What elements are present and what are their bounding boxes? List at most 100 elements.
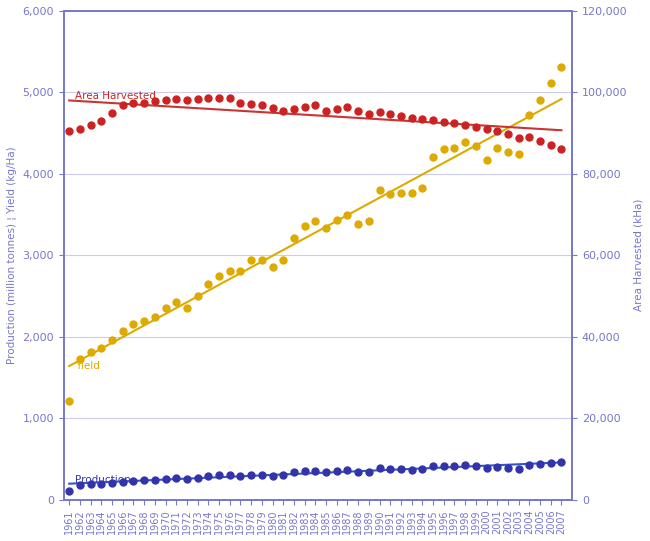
Point bbox=[300, 221, 310, 230]
Point bbox=[396, 111, 406, 120]
Point bbox=[363, 467, 374, 476]
Point bbox=[535, 96, 545, 105]
Point bbox=[310, 466, 320, 475]
Point bbox=[545, 141, 556, 150]
Point bbox=[192, 95, 203, 104]
Point bbox=[439, 145, 449, 154]
Point bbox=[545, 458, 556, 467]
Point bbox=[107, 108, 117, 117]
Text: Yield: Yield bbox=[75, 361, 99, 371]
Point bbox=[289, 104, 299, 113]
Point bbox=[246, 470, 256, 479]
Point bbox=[406, 113, 417, 122]
Point bbox=[161, 95, 171, 104]
Point bbox=[343, 210, 353, 219]
Point bbox=[514, 464, 524, 473]
Text: Production: Production bbox=[75, 476, 130, 485]
Point bbox=[471, 142, 481, 150]
Point bbox=[118, 100, 128, 109]
Point bbox=[353, 220, 363, 229]
Point bbox=[332, 466, 342, 475]
Point bbox=[278, 256, 289, 265]
Point bbox=[353, 467, 363, 476]
Point bbox=[460, 137, 471, 146]
Point bbox=[85, 347, 96, 356]
Point bbox=[289, 233, 299, 242]
Point bbox=[214, 271, 224, 280]
Point bbox=[182, 304, 192, 313]
Point bbox=[267, 103, 278, 112]
Point bbox=[128, 98, 138, 107]
Point bbox=[524, 110, 534, 119]
Point bbox=[492, 127, 502, 135]
Point bbox=[257, 470, 267, 479]
Point bbox=[332, 104, 342, 113]
Point bbox=[150, 313, 160, 321]
Point bbox=[214, 94, 224, 102]
Point bbox=[396, 465, 406, 474]
Point bbox=[75, 125, 85, 134]
Point bbox=[556, 145, 567, 154]
Point bbox=[139, 98, 150, 107]
Point bbox=[417, 464, 428, 473]
Point bbox=[118, 327, 128, 335]
Point bbox=[267, 262, 278, 271]
Point bbox=[502, 130, 513, 138]
Point bbox=[502, 147, 513, 156]
Point bbox=[471, 462, 481, 471]
Point bbox=[85, 121, 96, 129]
Point bbox=[439, 461, 449, 470]
Point bbox=[439, 117, 449, 126]
Point bbox=[514, 149, 524, 158]
Point bbox=[224, 267, 235, 275]
Point bbox=[396, 189, 406, 197]
Point bbox=[535, 460, 545, 469]
Point bbox=[278, 107, 289, 115]
Point bbox=[556, 458, 567, 467]
Point bbox=[203, 280, 213, 288]
Point bbox=[385, 109, 395, 118]
Point bbox=[363, 109, 374, 118]
Point bbox=[64, 127, 74, 135]
Point bbox=[96, 116, 107, 125]
Point bbox=[514, 134, 524, 142]
Point bbox=[182, 96, 192, 104]
Point bbox=[300, 467, 310, 476]
Point bbox=[161, 474, 171, 483]
Point bbox=[246, 100, 256, 108]
Point bbox=[449, 118, 460, 127]
Point bbox=[85, 480, 96, 489]
Point bbox=[502, 464, 513, 472]
Point bbox=[417, 115, 428, 123]
Point bbox=[64, 486, 74, 495]
Point bbox=[150, 96, 160, 105]
Point bbox=[246, 256, 256, 265]
Point bbox=[321, 107, 332, 115]
Point bbox=[118, 477, 128, 486]
Point bbox=[428, 153, 438, 161]
Point bbox=[214, 471, 224, 480]
Point bbox=[460, 461, 471, 470]
Point bbox=[343, 466, 353, 474]
Point bbox=[289, 468, 299, 477]
Point bbox=[267, 471, 278, 480]
Point bbox=[406, 189, 417, 197]
Point bbox=[492, 144, 502, 153]
Point bbox=[545, 79, 556, 88]
Point bbox=[482, 156, 492, 164]
Point bbox=[235, 267, 246, 275]
Point bbox=[107, 478, 117, 487]
Point bbox=[107, 335, 117, 344]
Point bbox=[363, 217, 374, 226]
Point bbox=[449, 461, 460, 470]
Point bbox=[192, 292, 203, 301]
Point bbox=[257, 101, 267, 110]
Point bbox=[428, 116, 438, 124]
Point bbox=[235, 98, 246, 107]
Point bbox=[524, 460, 534, 469]
Point bbox=[332, 216, 342, 225]
Point bbox=[321, 223, 332, 232]
Point bbox=[96, 479, 107, 488]
Point bbox=[449, 144, 460, 153]
Point bbox=[428, 462, 438, 471]
